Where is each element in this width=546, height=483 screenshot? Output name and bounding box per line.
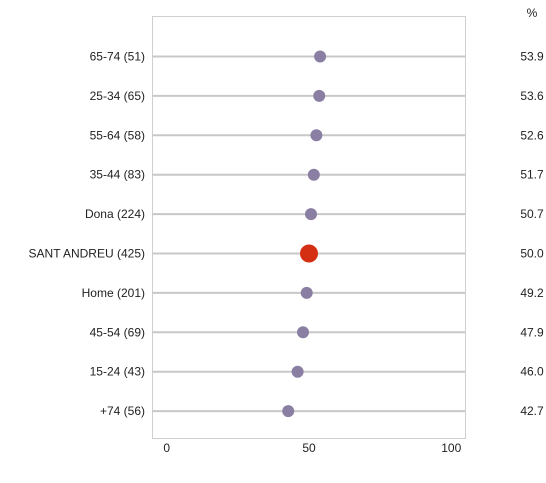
data-point — [307, 168, 320, 181]
chart-row: 45-54 (69) 47.9 — [90, 325, 544, 339]
value-label: 50.0 — [520, 247, 544, 261]
category-label: +74 (56) — [100, 404, 145, 418]
category-label: Home (201) — [82, 286, 145, 300]
x-tick-label: 100 — [441, 441, 461, 455]
value-label: 52.6 — [520, 128, 544, 142]
data-point — [314, 50, 327, 63]
value-label: 49.2 — [520, 286, 544, 300]
category-label: 15-24 (43) — [90, 365, 145, 379]
chart-row: Dona (224) 50.7 — [85, 207, 544, 221]
category-label: 45-54 (69) — [90, 325, 145, 339]
value-label: 42.7 — [520, 404, 544, 418]
rows-layer: 65-74 (51) 53.9 25-34 (65) 53.6 55-64 (58) 52… — [29, 50, 544, 419]
value-label: 47.9 — [520, 325, 544, 339]
category-label: 55-64 (58) — [90, 128, 145, 142]
chart-row: Home (201) 49.2 — [82, 286, 544, 300]
chart-row: +74 (56) 42.7 — [100, 404, 544, 418]
x-tick-label: 0 — [163, 441, 170, 455]
chart-row: 25-34 (65) 53.6 — [90, 89, 544, 103]
value-column-header: % — [527, 6, 538, 20]
x-axis: 0 50 100 — [163, 441, 461, 455]
chart-row: 65-74 (51) 53.9 — [90, 50, 544, 64]
category-label: Dona (224) — [85, 207, 145, 221]
category-label: 35-44 (83) — [90, 168, 145, 182]
data-point — [291, 365, 304, 378]
data-point — [304, 208, 317, 221]
data-point — [282, 405, 295, 418]
data-point — [297, 326, 310, 339]
plot-frame — [152, 16, 466, 439]
value-label: 51.7 — [520, 168, 544, 182]
value-label: 53.6 — [520, 89, 544, 103]
category-label: 25-34 (65) — [90, 89, 145, 103]
value-label: 53.9 — [520, 50, 544, 64]
category-label: 65-74 (51) — [90, 50, 145, 64]
value-label: 50.7 — [520, 207, 544, 221]
chart-row: 15-24 (43) 46.0 — [90, 365, 544, 379]
chart-row: 55-64 (58) 52.6 — [90, 128, 544, 142]
chart-row: 35-44 (83) 51.7 — [90, 168, 544, 182]
x-tick-label: 50 — [302, 441, 316, 455]
data-point — [300, 286, 313, 299]
value-label: 46.0 — [520, 365, 544, 379]
chart-row: SANT ANDREU (425) 50.0 — [29, 244, 544, 263]
data-point — [313, 89, 326, 102]
highlight-data-point — [300, 244, 318, 263]
category-label: SANT ANDREU (425) — [29, 247, 145, 261]
data-point — [310, 129, 323, 142]
